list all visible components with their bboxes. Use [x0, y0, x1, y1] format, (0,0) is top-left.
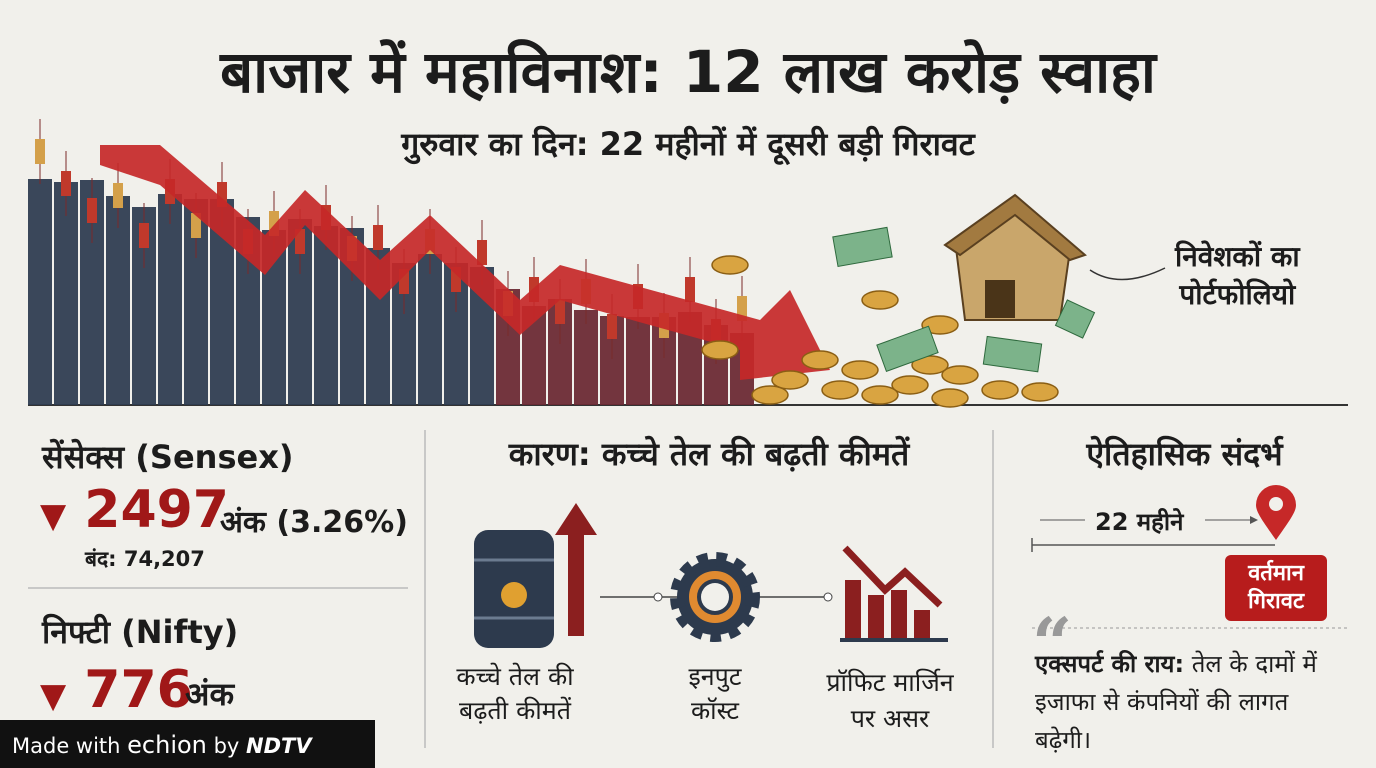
profit-icon	[840, 545, 948, 642]
candle-body	[61, 171, 71, 196]
coin	[861, 385, 899, 405]
backdrop-bar	[314, 226, 338, 405]
candle-body	[87, 198, 97, 223]
value: 2497	[84, 480, 229, 540]
brand: echion	[127, 731, 207, 759]
house	[943, 193, 1087, 321]
nifty-change: ▼ 776	[40, 660, 193, 720]
value: 776	[84, 660, 193, 720]
backdrop-bar	[626, 317, 650, 405]
sensex-change: ▼ 2497	[40, 480, 229, 540]
sensex-unit: अंक (3.26%)	[220, 505, 408, 540]
expert-text: तेल के दामों में इजाफा से कंपनियों की ला…	[1035, 650, 1317, 754]
step-line: प्रॉफिट मार्जिन	[826, 668, 954, 697]
candle-body	[113, 183, 123, 208]
candle-body	[217, 182, 227, 207]
nifty-name: निफ्टी (Nifty)	[42, 613, 239, 651]
candle-body	[35, 139, 45, 164]
timeline: “	[1031, 485, 1348, 685]
sensex-close: बंद: 74,207	[85, 547, 205, 571]
connector-dot	[653, 592, 663, 602]
partner: NDTV	[246, 734, 312, 758]
coin	[891, 375, 929, 395]
coin	[921, 315, 959, 335]
coin	[771, 370, 809, 390]
candle-body	[295, 229, 305, 254]
footer: Made with echion by NDTV	[12, 731, 312, 759]
candle-body	[399, 269, 409, 294]
step: इनपुट कॉस्ट	[640, 660, 790, 728]
coin	[941, 365, 979, 385]
candle-body	[685, 277, 695, 302]
coin	[801, 350, 839, 370]
step-line: कॉस्ट	[690, 696, 739, 725]
step-line: कच्चे तेल की	[456, 662, 574, 691]
backdrop-bar	[574, 310, 598, 405]
nifty-unit: अंक	[185, 675, 235, 713]
marker-line: वर्तमान	[1248, 561, 1304, 586]
marker-line: गिरावट	[1247, 589, 1305, 614]
coin	[981, 380, 1019, 400]
candle-body	[555, 299, 565, 324]
candle-body	[191, 213, 201, 238]
candle-body	[373, 225, 383, 250]
label-line: पोर्टफोलियो	[1179, 278, 1296, 311]
coin	[711, 255, 749, 275]
connector-dot	[823, 592, 833, 602]
marker-label: वर्तमान गिरावट	[1225, 560, 1327, 616]
step-line: पर असर	[850, 704, 930, 733]
candle-body	[139, 223, 149, 248]
pointer	[1089, 267, 1166, 281]
step: कच्चे तेल की बढ़ती कीमतें	[440, 660, 590, 728]
coin	[751, 385, 789, 405]
sensex-name: सेंसेक्स (Sensex)	[42, 438, 294, 476]
candle-body	[269, 211, 279, 236]
history-heading: ऐतिहासिक संदर्भ	[1086, 435, 1283, 473]
step-line: इनपुट	[688, 662, 742, 691]
candle-body	[607, 314, 617, 339]
backdrop-bar	[418, 254, 442, 405]
crash-arrow	[100, 145, 830, 380]
coin	[1021, 382, 1059, 402]
backdrop-bar	[28, 179, 52, 405]
backdrop-bar	[106, 196, 130, 405]
candle-body	[477, 240, 487, 265]
candle-body	[737, 296, 747, 321]
coin	[841, 360, 879, 380]
coin	[821, 380, 859, 400]
svg-text:“: “	[1032, 602, 1072, 685]
span-label: 22 महीने	[1095, 508, 1184, 536]
footer-text: Made with	[12, 734, 121, 758]
coin	[701, 340, 739, 360]
reason-heading: कारण: कच्चे तेल की बढ़ती कीमतें	[508, 435, 910, 473]
candle-body	[451, 267, 461, 292]
coin	[931, 388, 969, 408]
expert-label: एक्सपर्ट की राय:	[1035, 650, 1185, 678]
money-notes	[832, 226, 1096, 373]
footer-text: by	[213, 734, 240, 758]
step-line: बढ़ती कीमतें	[459, 696, 571, 725]
expert-quote: एक्सपर्ट की राय: तेल के दामों में इजाफा …	[1035, 645, 1335, 759]
down-arrow: ▼	[40, 676, 67, 716]
backdrop-bar	[158, 194, 182, 405]
down-arrow: ▼	[40, 496, 67, 536]
label-line: निवेशकों का	[1175, 240, 1300, 273]
backdrop-bar	[54, 182, 78, 405]
barrel-icon	[474, 503, 597, 648]
step: प्रॉफिट मार्जिन पर असर	[800, 665, 980, 737]
subtitle: गुरुवार का दिन: 22 महीनों में दूसरी बड़ी…	[401, 125, 975, 163]
title: बाजार में महाविनाश: 12 लाख करोड़ स्वाहा	[220, 38, 1156, 106]
footer-badge	[0, 720, 375, 768]
gear-icon	[670, 552, 760, 642]
coin	[861, 290, 899, 310]
hero-label: निवेशकों का पोर्टफोलियो	[1175, 238, 1300, 314]
